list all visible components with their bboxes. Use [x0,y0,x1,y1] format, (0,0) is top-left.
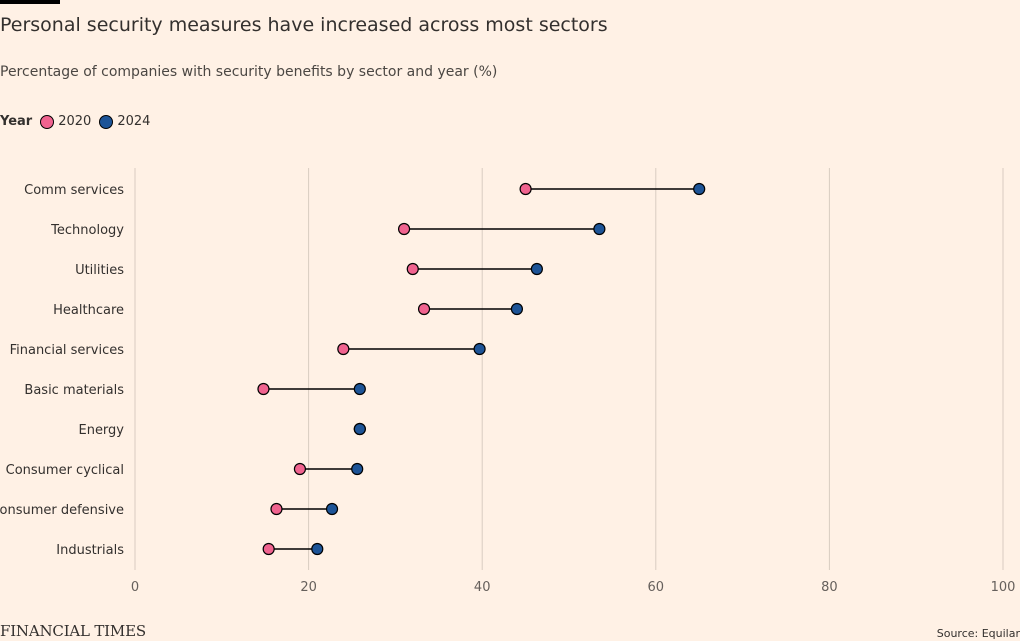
x-tick-label-80: 80 [821,580,838,595]
category-label-healthcare: Healthcare [53,303,124,318]
x-tick-label-60: 60 [648,580,665,595]
point-2024-comm-services [693,182,706,196]
top-accent-bar [0,0,60,4]
point-2024-consumer-cyclical [351,462,364,476]
point-2020-utilities [406,262,419,276]
legend-label-2024: 2024 [117,114,151,129]
legend-label-2020: 2020 [58,114,92,129]
point-2024-healthcare [510,302,524,316]
point-2020-healthcare [417,302,431,316]
x-tick-label-100: 100 [991,580,1016,595]
chart-subtitle: Percentage of companies with security be… [0,64,498,80]
point-2024-utilities [530,262,543,276]
point-2020-comm-services [519,182,532,196]
point-2024-energy [353,422,366,436]
point-2024-basic-materials [353,382,366,396]
point-2020-technology [397,222,411,236]
point-2024-financial-services [473,342,486,356]
chart-title: Personal security measures have increase… [0,14,608,36]
category-label-energy: Energy [78,423,124,438]
point-2020-consumer-cyclical [293,462,307,476]
category-label-utilities: Utilities [75,263,124,278]
point-2020-industrials [262,542,275,556]
point-2024-industrials [311,542,324,556]
x-tick-label-20: 20 [300,580,317,595]
legend-item-2024: 2024 [99,114,150,129]
legend-swatch-2020 [40,114,55,129]
category-label-comm-services: Comm services [24,183,124,198]
legend: Year 2020 2024 [0,114,158,129]
point-2020-financial-services [337,342,350,356]
legend-swatch-2024 [99,114,114,129]
category-label-industrials: Industrials [56,543,124,558]
ft-logo: FINANCIAL TIMES [0,622,146,640]
legend-item-2020: 2020 [40,114,91,129]
point-2024-technology [593,222,606,236]
category-label-consumer-cyclical: Consumer cyclical [6,463,124,478]
category-label-basic-materials: Basic materials [24,383,124,398]
category-label-consumer-defensive: Consumer defensive [0,503,124,518]
x-tick-label-0: 0 [131,580,139,595]
point-2024-consumer-defensive [325,502,339,516]
point-2020-consumer-defensive [270,502,283,516]
category-label-financial-services: Financial services [10,343,125,358]
source-note: Source: Equilar [936,627,1020,640]
x-tick-label-40: 40 [474,580,491,595]
point-2020-basic-materials [257,382,270,396]
legend-title: Year [0,114,33,129]
category-label-technology: Technology [50,223,124,238]
